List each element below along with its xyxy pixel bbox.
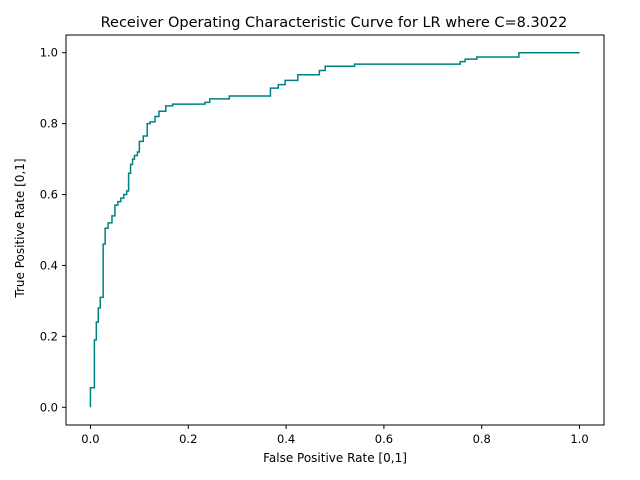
x-tick-label: 1.0 <box>570 432 588 446</box>
x-tick-label: 0.4 <box>277 432 295 446</box>
chart-title: Receiver Operating Characteristic Curve … <box>101 15 568 31</box>
y-tick-label: 0.6 <box>40 188 58 202</box>
y-axis-label: True Positive Rate [0,1] <box>13 158 27 298</box>
y-tick-label: 0.4 <box>40 258 58 272</box>
y-tick-label: 0.2 <box>40 329 58 343</box>
roc-curve-line <box>89 51 580 408</box>
x-tick-label: 0.0 <box>81 432 99 446</box>
x-axis-label: False Positive Rate [0,1] <box>263 451 407 465</box>
x-tick-label: 0.8 <box>473 432 491 446</box>
y-tick-label: 0.0 <box>40 400 58 414</box>
x-tick-label: 0.6 <box>375 432 393 446</box>
y-tick-label: 0.8 <box>40 117 58 131</box>
y-tick-label: 1.0 <box>40 46 58 60</box>
plot-area-frame <box>65 34 605 426</box>
x-tick-label: 0.2 <box>179 432 197 446</box>
axis-ticks: 0.0 0.2 0.4 0.6 0.8 1.0 0.0 0.2 0.4 0.6 0.8 1.0 <box>40 46 589 446</box>
